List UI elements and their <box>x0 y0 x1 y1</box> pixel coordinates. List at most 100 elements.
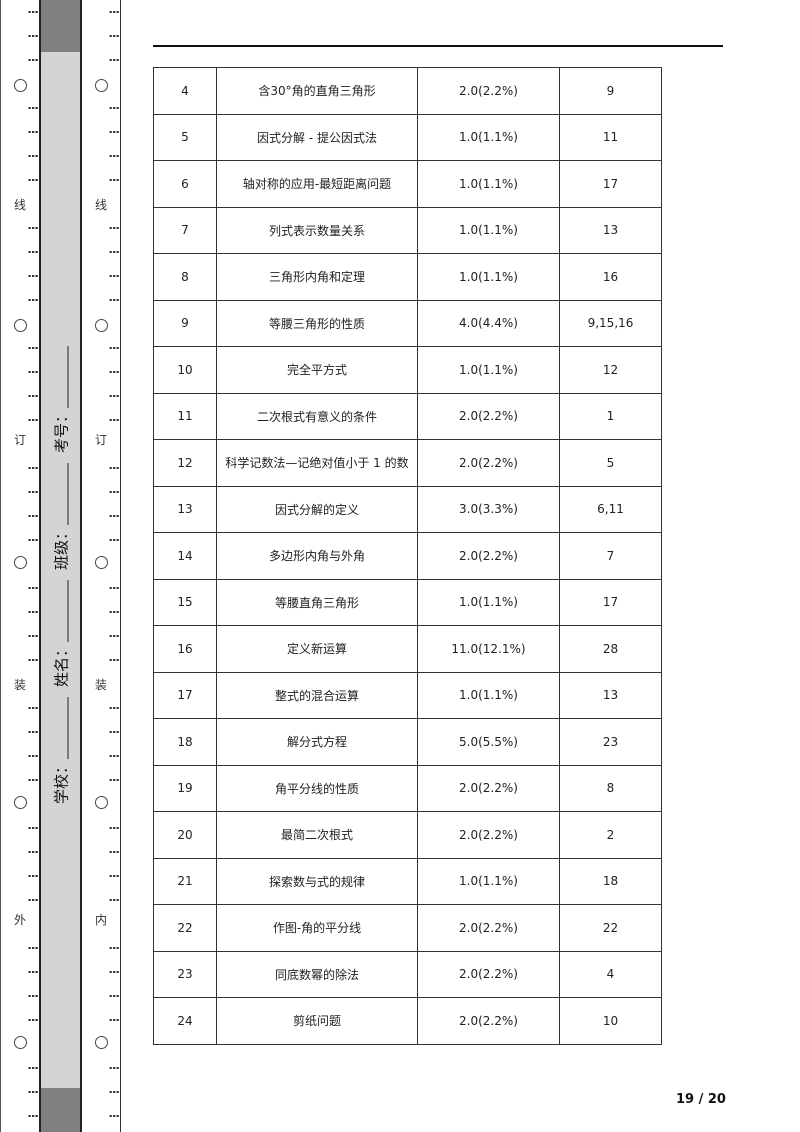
binding-char: 线 <box>13 198 26 212</box>
table-cell: 2.0(2.2%) <box>417 532 560 580</box>
dotted-line-mark: ⋮ <box>26 462 40 473</box>
top-dark-block <box>41 0 80 52</box>
table-row: 18 解分式方程 5.0(5.5%) 23 <box>153 718 662 766</box>
dotted-line-mark: ⋮ <box>107 246 121 257</box>
table-cell: 1.0(1.1%) <box>417 113 560 161</box>
table-row: 19 角平分线的性质 2.0(2.2%) 8 <box>153 764 662 812</box>
dotted-line-mark: ⋮ <box>26 894 40 905</box>
dotted-line-mark: ⋮ <box>26 846 40 857</box>
circle-mark <box>82 1036 120 1049</box>
binding-char: 订 <box>94 433 107 447</box>
dotted-line-mark: ⋮ <box>107 414 121 425</box>
table-cell: 2.0(2.2%) <box>417 950 560 998</box>
table-row: 10 完全平方式 1.0(1.1%) 12 <box>153 346 662 394</box>
table-cell: 9 <box>559 67 662 115</box>
table-cell: 21 <box>153 857 217 905</box>
table-cell: 18 <box>153 718 217 766</box>
dotted-line-mark: ⋮ <box>26 774 40 785</box>
dotted-line-mark: ⋮ <box>26 174 40 185</box>
table-cell: 2.0(2.2%) <box>417 904 560 952</box>
dotted-line-mark: ⋮ <box>26 54 40 65</box>
table-cell: 22 <box>559 904 662 952</box>
dotted-line-mark: ⋮ <box>107 966 121 977</box>
table-cell: 17 <box>559 578 662 626</box>
dotted-line-mark: ⋮ <box>107 102 121 113</box>
dotted-line-mark: ⋮ <box>26 150 40 161</box>
field-blank[interactable] <box>67 462 69 525</box>
dotted-line-mark: ⋮ <box>26 702 40 713</box>
dotted-line-mark: ⋮ <box>26 6 40 17</box>
table-row: 20 最简二次根式 2.0(2.2%) 2 <box>153 811 662 859</box>
table-cell: 1.0(1.1%) <box>417 671 560 719</box>
table-row: 6 轴对称的应用-最短距离问题 1.0(1.1%) 17 <box>153 160 662 208</box>
table-cell: 8 <box>153 253 217 301</box>
dotted-line-mark: ⋮ <box>26 486 40 497</box>
dotted-line-mark: ⋮ <box>107 390 121 401</box>
dotted-line-mark: ⋮ <box>107 774 121 785</box>
table-cell: 5.0(5.5%) <box>417 718 560 766</box>
dotted-line-mark: ⋮ <box>107 582 121 593</box>
field-blank[interactable] <box>67 345 69 408</box>
dotted-line-mark: ⋮ <box>107 702 121 713</box>
table-cell: 列式表示数量关系 <box>216 206 418 254</box>
circle-mark <box>1 796 39 809</box>
circle-mark <box>82 556 120 569</box>
dotted-line-mark: ⋮ <box>26 510 40 521</box>
page-number: 19 / 20 <box>676 1092 726 1107</box>
table-cell: 9 <box>153 299 217 347</box>
dotted-line-mark: ⋮ <box>26 366 40 377</box>
binding-char: 外 <box>13 913 26 927</box>
table-cell: 1 <box>559 392 662 440</box>
table-cell: 2 <box>559 811 662 859</box>
table-cell: 4.0(4.4%) <box>417 299 560 347</box>
table-row: 5 因式分解 - 提公因式法 1.0(1.1%) 11 <box>153 113 662 161</box>
dotted-line-mark: ⋮ <box>107 942 121 953</box>
field-label: 姓名： <box>52 642 71 688</box>
dotted-line-mark: ⋮ <box>26 630 40 641</box>
dotted-line-mark: ⋮ <box>107 294 121 305</box>
dotted-line-mark: ⋮ <box>107 606 121 617</box>
table-cell: 14 <box>153 532 217 580</box>
table-cell: 11 <box>559 113 662 161</box>
dotted-line-mark: ⋮ <box>107 846 121 857</box>
dotted-line-mark: ⋮ <box>107 870 121 881</box>
dotted-line-mark: ⋮ <box>26 966 40 977</box>
dotted-line-mark: ⋮ <box>26 1110 40 1121</box>
field-blank[interactable] <box>67 580 69 642</box>
dotted-line-mark: ⋮ <box>107 54 121 65</box>
table-cell: 13 <box>559 671 662 719</box>
dotted-line-mark: ⋮ <box>107 150 121 161</box>
table-cell: 因式分解 - 提公因式法 <box>216 113 418 161</box>
dotted-line-mark: ⋮ <box>26 126 40 137</box>
table-row: 16 定义新运算 11.0(12.1%) 28 <box>153 625 662 673</box>
dotted-line-mark: ⋮ <box>107 654 121 665</box>
table-cell: 1.0(1.1%) <box>417 206 560 254</box>
binding-char: 订 <box>13 433 26 447</box>
table-row: 8 三角形内角和定理 1.0(1.1%) 16 <box>153 253 662 301</box>
table-row: 22 作图-角的平分线 2.0(2.2%) 22 <box>153 904 662 952</box>
table-cell: 3.0(3.3%) <box>417 485 560 533</box>
table-cell: 2.0(2.2%) <box>417 439 560 487</box>
circle-mark <box>1 79 39 92</box>
table-cell: 1.0(1.1%) <box>417 160 560 208</box>
dotted-line-mark: ⋮ <box>26 1086 40 1097</box>
circle-mark <box>1 319 39 332</box>
table-cell: 三角形内角和定理 <box>216 253 418 301</box>
field-blank[interactable] <box>67 697 69 760</box>
field-label: 学校： <box>52 759 71 805</box>
dotted-line-mark: ⋮ <box>107 822 121 833</box>
table-row: 4 含30°角的直角三角形 2.0(2.2%) 9 <box>153 67 662 115</box>
table-cell: 轴对称的应用-最短距离问题 <box>216 160 418 208</box>
table-cell: 4 <box>559 950 662 998</box>
table-cell: 探索数与式的规律 <box>216 857 418 905</box>
table-cell: 19 <box>153 764 217 812</box>
inner-binding-strip: 线订装内 ⋮ ⋮ ⋮ ⋮ ⋮ ⋮ ⋮ ⋮ ⋮ ⋮ ⋮ ⋮ ⋮ ⋮ ⋮ ⋮ ⋮ ⋮ ⋮ ⋮ ⋮ ⋮ ⋮ ⋮ ⋮ ⋮ ⋮ ⋮ ⋮ ⋮ ⋮ ⋮ ⋮ ⋮ ⋮ ⋮… <box>82 0 121 1132</box>
dotted-line-mark: ⋮ <box>107 1062 121 1073</box>
table-cell: 作图-角的平分线 <box>216 904 418 952</box>
knowledge-point-table: 4 含30°角的直角三角形 2.0(2.2%) 9 5 因式分解 - 提公因式法 1.0(1… <box>153 67 662 1045</box>
dotted-line-mark: ⋮ <box>107 1086 121 1097</box>
dotted-line-mark: ⋮ <box>26 222 40 233</box>
student-info-fields: 学校： 姓名： 班级： 考号： <box>51 336 72 804</box>
circle-mark <box>82 796 120 809</box>
dotted-line-mark: ⋮ <box>26 102 40 113</box>
